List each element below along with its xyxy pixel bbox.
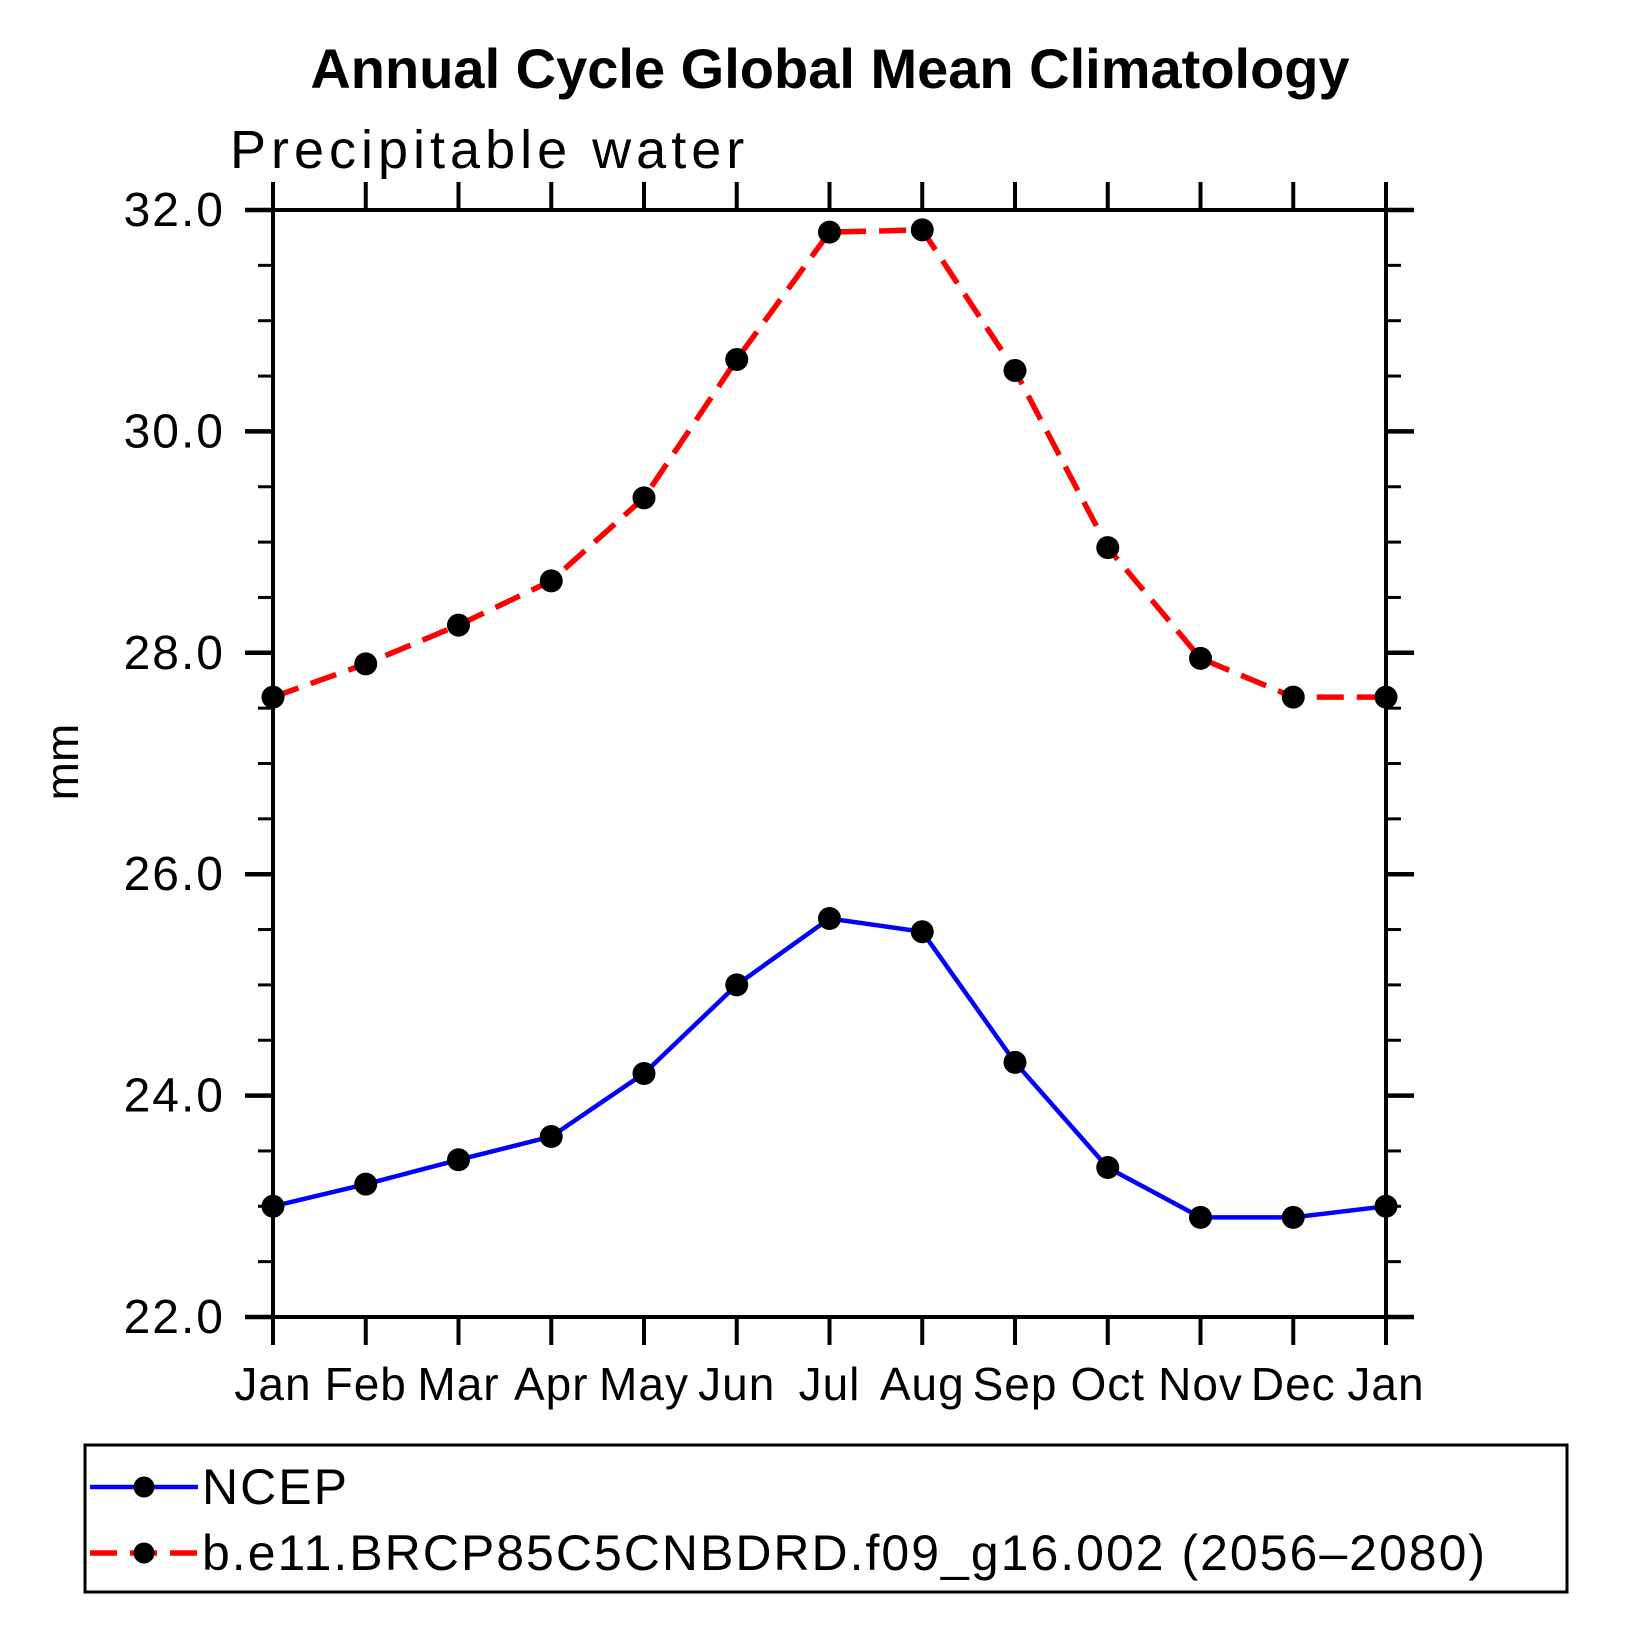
series-model — [261, 218, 1398, 709]
data-point-marker — [1281, 685, 1305, 709]
plot-border — [271, 208, 1388, 1319]
x-tick-label: Jan — [234, 1358, 311, 1410]
data-point-marker — [1003, 1050, 1027, 1074]
data-point-marker — [725, 347, 749, 371]
series-line-ncep — [272, 916, 1387, 1220]
x-tick-label: Jun — [698, 1358, 775, 1410]
x-tick-label: Jul — [799, 1358, 861, 1410]
legend-box-group: NCEP b.e11.BRCP85C5CNBDRD.f09_g16.002 (20… — [83, 1443, 1569, 1594]
x-tick-label: May — [599, 1358, 689, 1410]
data-point-marker — [261, 685, 285, 709]
data-point-marker — [1003, 359, 1027, 383]
data-point-marker — [539, 569, 563, 593]
data-point-marker — [354, 652, 378, 676]
legend-entry-ncep: NCEP — [90, 1459, 349, 1515]
series-ncep — [261, 906, 1398, 1229]
data-point-marker — [818, 906, 841, 930]
data-point-marker — [818, 220, 841, 244]
data-point-marker — [1281, 1205, 1305, 1229]
data-point-marker — [632, 1061, 656, 1085]
y-tick-label: 22.0 — [124, 1291, 225, 1344]
data-point-marker — [1096, 536, 1120, 560]
legend-entry-model: b.e11.BRCP85C5CNBDRD.f09_g16.002 (2056–2… — [90, 1525, 1487, 1581]
x-tick-label: Mar — [417, 1358, 499, 1410]
legend-label: NCEP — [202, 1459, 349, 1515]
x-tick-label: Oct — [1070, 1358, 1145, 1410]
x-tick-label: Nov — [1158, 1358, 1243, 1410]
data-point-marker — [447, 613, 470, 637]
y-tick-label: 32.0 — [124, 184, 225, 237]
x-tick-label: Aug — [880, 1358, 965, 1410]
x-tick-label: Dec — [1251, 1358, 1336, 1410]
legend-box — [83, 1443, 1569, 1594]
x-tick-label: Feb — [325, 1358, 407, 1410]
chart-title: Annual Cycle Global Mean Climatology — [310, 37, 1349, 100]
x-tick-label: Apr — [514, 1358, 589, 1410]
x-tick-label: Sep — [973, 1358, 1058, 1410]
chart-subtitle: Precipitable water — [230, 120, 749, 180]
data-point-marker — [539, 1125, 563, 1149]
data-point-marker — [1096, 1156, 1120, 1180]
data-point-marker — [354, 1172, 378, 1196]
data-point-marker — [1189, 646, 1212, 670]
y-tick-label: 28.0 — [124, 627, 225, 680]
data-point-marker — [725, 973, 749, 997]
y-tick-label: 24.0 — [124, 1070, 225, 1123]
legend-marker — [133, 1476, 155, 1498]
data-point-marker — [447, 1148, 470, 1172]
data-point-marker — [910, 218, 934, 242]
data-point-marker — [1374, 685, 1398, 709]
data-point-marker — [1189, 1205, 1212, 1229]
axis-ticks — [245, 182, 1414, 1345]
legend-label: b.e11.BRCP85C5CNBDRD.f09_g16.002 (2056–2… — [202, 1525, 1487, 1581]
y-axis-label: mm — [36, 724, 88, 801]
data-point-marker — [632, 486, 656, 510]
x-tick-label: Jan — [1347, 1358, 1424, 1410]
y-tick-label: 26.0 — [124, 848, 225, 901]
data-point-marker — [261, 1194, 285, 1218]
legend-marker — [133, 1542, 155, 1564]
data-point-marker — [1374, 1194, 1398, 1218]
series-line-model — [272, 227, 1386, 700]
data-point-marker — [910, 920, 934, 944]
y-tick-label: 30.0 — [124, 405, 225, 458]
